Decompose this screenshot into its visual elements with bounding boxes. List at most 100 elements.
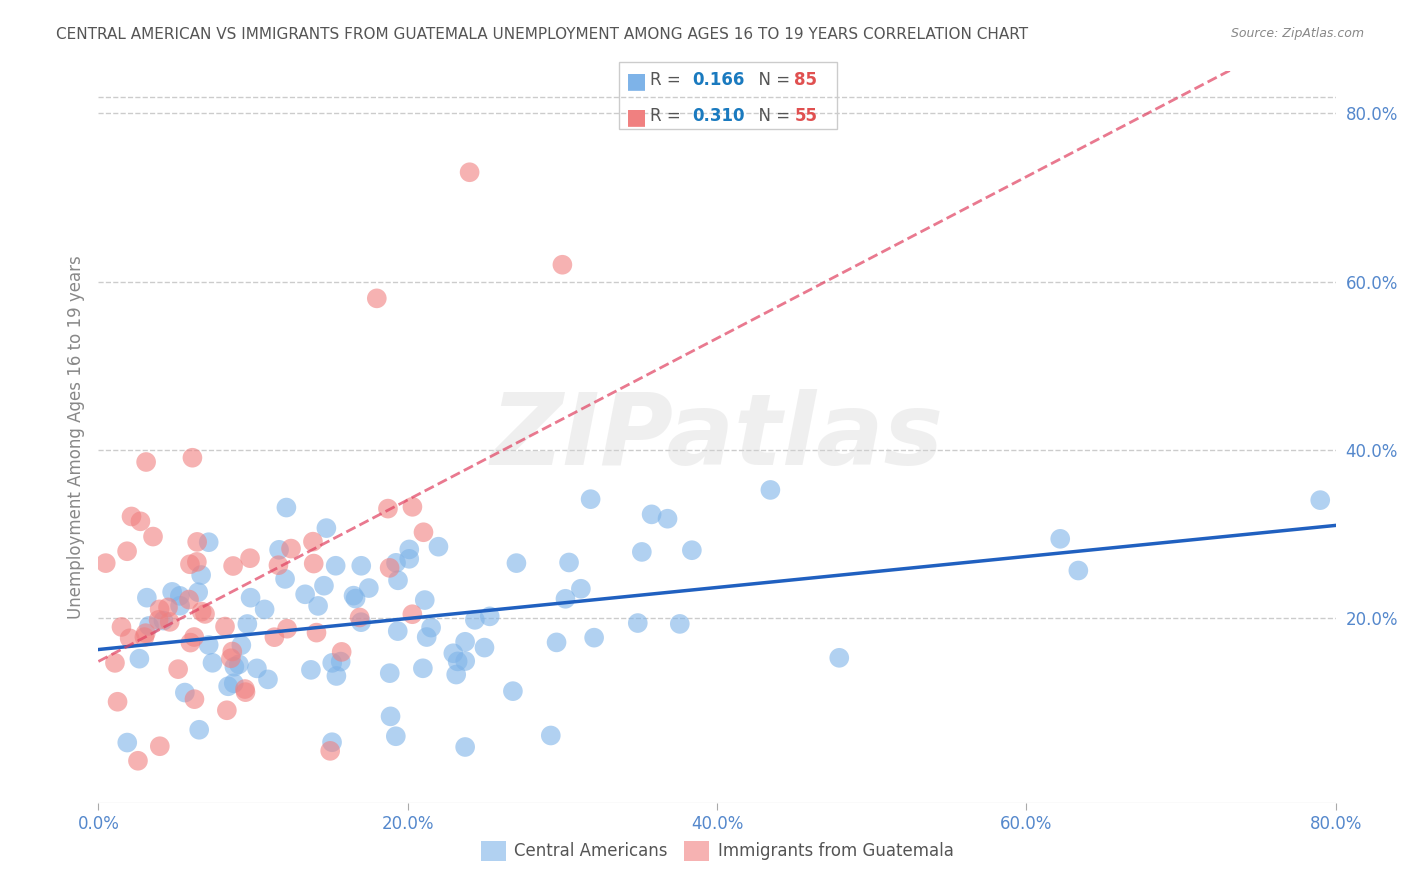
Central Americans — [342, 589, 364, 603]
Central Americans — [478, 609, 501, 624]
Immigrants from Guatemala — [110, 620, 132, 634]
Immigrants from Guatemala — [149, 739, 172, 754]
Central Americans — [415, 630, 437, 644]
Central Americans — [558, 556, 581, 570]
Central Americans — [454, 654, 477, 668]
Central Americans — [385, 729, 408, 743]
Immigrants from Guatemala — [401, 500, 423, 514]
Immigrants from Guatemala — [305, 625, 328, 640]
Immigrants from Guatemala — [551, 258, 574, 272]
Immigrants from Guatemala — [134, 630, 156, 644]
Text: R =: R = — [650, 71, 686, 89]
Central Americans — [257, 673, 280, 687]
Central Americans — [420, 621, 443, 635]
Immigrants from Guatemala — [194, 607, 217, 621]
Immigrants from Guatemala — [263, 630, 285, 644]
Immigrants from Guatemala — [458, 165, 481, 179]
Immigrants from Guatemala — [115, 544, 138, 558]
Central Americans — [446, 654, 468, 668]
Text: ZIPatlas: ZIPatlas — [491, 389, 943, 485]
Central Americans — [464, 613, 486, 627]
Central Americans — [681, 543, 703, 558]
Central Americans — [169, 599, 191, 613]
Central Americans — [246, 661, 269, 675]
Central Americans — [387, 624, 409, 639]
Immigrants from Guatemala — [118, 632, 141, 646]
Y-axis label: Unemployment Among Ages 16 to 19 years: Unemployment Among Ages 16 to 19 years — [66, 255, 84, 619]
Immigrants from Guatemala — [148, 613, 170, 627]
Central Americans — [828, 650, 851, 665]
Immigrants from Guatemala — [135, 455, 157, 469]
Central Americans — [640, 508, 662, 522]
Text: 85: 85 — [794, 71, 817, 89]
Central Americans — [569, 582, 592, 596]
Central Americans — [173, 685, 195, 699]
Immigrants from Guatemala — [366, 291, 388, 305]
Immigrants from Guatemala — [127, 754, 149, 768]
Central Americans — [474, 640, 496, 655]
Immigrants from Guatemala — [401, 607, 423, 622]
Central Americans — [546, 635, 568, 649]
Central Americans — [502, 684, 524, 698]
Central Americans — [427, 540, 450, 554]
Central Americans — [398, 551, 420, 566]
Text: 0.166: 0.166 — [692, 71, 744, 89]
Immigrants from Guatemala — [377, 501, 399, 516]
Immigrants from Guatemala — [104, 656, 127, 670]
Text: 0.310: 0.310 — [692, 107, 744, 125]
Central Americans — [1067, 564, 1090, 578]
Central Americans — [505, 556, 527, 570]
Immigrants from Guatemala — [239, 551, 262, 566]
Immigrants from Guatemala — [215, 703, 238, 717]
Central Americans — [231, 638, 253, 652]
Central Americans — [274, 572, 297, 586]
Central Americans — [413, 593, 436, 607]
Immigrants from Guatemala — [378, 561, 401, 575]
Central Americans — [312, 579, 335, 593]
Central Americans — [117, 735, 139, 749]
Immigrants from Guatemala — [276, 622, 298, 636]
Immigrants from Guatemala — [319, 744, 342, 758]
Central Americans — [236, 617, 259, 632]
Central Americans — [329, 655, 352, 669]
Central Americans — [217, 679, 239, 693]
Central Americans — [350, 615, 373, 630]
Central Americans — [294, 587, 316, 601]
Central Americans — [321, 735, 343, 749]
Central Americans — [454, 739, 477, 754]
Immigrants from Guatemala — [330, 645, 353, 659]
Immigrants from Guatemala — [177, 592, 200, 607]
Text: ■: ■ — [626, 71, 647, 91]
Immigrants from Guatemala — [107, 695, 129, 709]
Central Americans — [253, 602, 276, 616]
Central Americans — [579, 492, 602, 507]
Central Americans — [1049, 532, 1071, 546]
Central Americans — [350, 558, 373, 573]
Immigrants from Guatemala — [221, 644, 243, 658]
Immigrants from Guatemala — [190, 605, 212, 619]
Immigrants from Guatemala — [186, 555, 208, 569]
Immigrants from Guatemala — [280, 541, 302, 556]
Immigrants from Guatemala — [186, 534, 208, 549]
Immigrants from Guatemala — [179, 635, 201, 649]
Central Americans — [668, 616, 690, 631]
Central Americans — [197, 535, 219, 549]
Immigrants from Guatemala — [412, 525, 434, 540]
Central Americans — [657, 512, 679, 526]
Central Americans — [187, 585, 209, 599]
Central Americans — [224, 660, 246, 674]
Immigrants from Guatemala — [235, 685, 257, 699]
Immigrants from Guatemala — [349, 610, 371, 624]
Immigrants from Guatemala — [129, 514, 152, 528]
Immigrants from Guatemala — [156, 600, 179, 615]
Immigrants from Guatemala — [181, 450, 204, 465]
Central Americans — [128, 651, 150, 665]
Central Americans — [454, 634, 477, 648]
Immigrants from Guatemala — [302, 534, 325, 549]
Central Americans — [307, 599, 329, 613]
Central Americans — [380, 709, 402, 723]
Central Americans — [627, 615, 650, 630]
Immigrants from Guatemala — [149, 602, 172, 616]
Immigrants from Guatemala — [233, 681, 256, 696]
Central Americans — [228, 657, 250, 672]
